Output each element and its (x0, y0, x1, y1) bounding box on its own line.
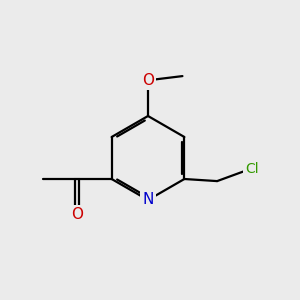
Text: O: O (71, 207, 83, 222)
Text: O: O (142, 73, 154, 88)
Text: N: N (142, 193, 154, 208)
Text: Cl: Cl (245, 161, 258, 176)
